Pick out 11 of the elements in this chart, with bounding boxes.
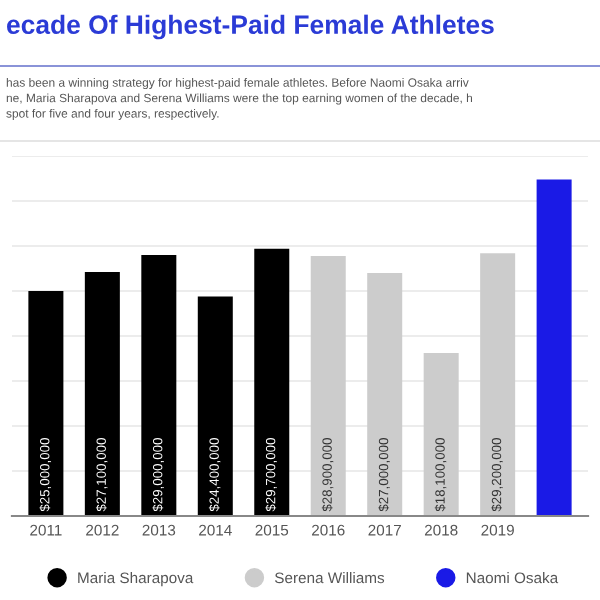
chart-title: ecade Of Highest-Paid Female Athletes [7, 14, 494, 40]
bar [28, 291, 64, 516]
bar [536, 179, 572, 516]
bar [367, 273, 403, 516]
bar [423, 353, 459, 516]
bar [310, 255, 346, 516]
bar [84, 272, 120, 516]
bar [480, 253, 516, 516]
bar [254, 248, 290, 516]
bar [141, 255, 177, 516]
bar [197, 296, 233, 516]
